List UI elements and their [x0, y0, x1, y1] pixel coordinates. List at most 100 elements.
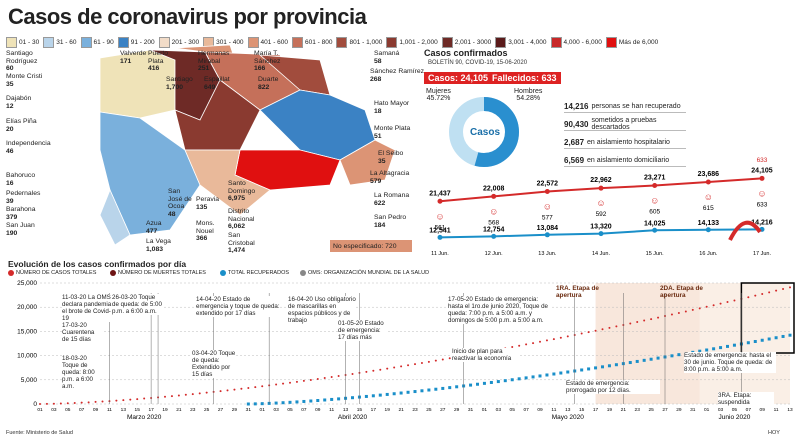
province-label: Elías Piña 20: [6, 118, 37, 133]
x-tick: 07: [301, 407, 307, 413]
x-tick: 19: [162, 407, 168, 413]
cases-point: [400, 365, 403, 368]
cases-line-point: [759, 175, 765, 181]
cases-point: [94, 400, 97, 403]
province-label: Sánchez Ramírez 268: [370, 68, 425, 83]
province-label: Mons. Nouel 366: [196, 220, 215, 242]
cases-line-point: [705, 179, 711, 185]
province-label: San José de Ocoa 48: [168, 188, 192, 218]
no-especificado-label: No especificado: 720: [333, 243, 397, 250]
x-tick: 15: [135, 407, 141, 413]
recovered-point: [656, 356, 660, 360]
recovered-line-point: [491, 233, 497, 239]
cases-line-point: [598, 185, 604, 191]
x-tick: 31: [468, 407, 474, 413]
cases-point: [525, 343, 528, 346]
cases-point: [240, 387, 243, 390]
recovered-label: 12,754: [483, 226, 505, 233]
x-tick: 23: [635, 407, 641, 413]
cases-point: [115, 399, 118, 402]
x-tick: 13: [121, 407, 127, 413]
x-tick: 05: [732, 407, 738, 413]
deaths-label: 592: [596, 211, 607, 218]
timeline-legend-swatch: [300, 270, 306, 276]
cases-point: [441, 358, 444, 361]
recovered-point: [781, 334, 785, 338]
cases-point: [670, 313, 673, 316]
cases-point: [73, 402, 76, 405]
legend-item: 31 - 60: [43, 36, 78, 48]
province-label: Hato Mayor 18: [374, 100, 410, 115]
timeline-note: 17-03-20 Cuarentena de 15 días: [62, 322, 102, 343]
cases-point: [219, 390, 222, 393]
recovered-point: [712, 347, 716, 351]
boletin: BOLETÍN 90, COVID-19, 15-06-2020: [428, 60, 528, 66]
province-label: Independencia 46: [6, 140, 51, 155]
x-tick: 11: [329, 407, 334, 413]
date-tick: 11 Jun.: [431, 251, 449, 257]
cases-point: [45, 402, 48, 405]
recovered-label: 14,216: [751, 219, 773, 226]
recovered-label: 13,084: [537, 225, 559, 232]
recovered-point: [628, 361, 632, 365]
recovered-point: [642, 358, 646, 362]
recovered-point: [587, 367, 591, 371]
recovered-line-point: [544, 232, 550, 238]
cases-point: [545, 339, 548, 342]
cases-point: [275, 383, 278, 386]
recovered-point: [635, 359, 639, 363]
cases-point: [205, 391, 208, 394]
legend-item: 1,001 - 2,000: [386, 36, 439, 48]
x-tick: 27: [662, 407, 668, 413]
stat-row: 6,569 en aislamiento domiciliario: [564, 154, 686, 167]
cases-point: [143, 397, 146, 400]
cases-point: [52, 402, 55, 405]
cases-point: [636, 321, 639, 324]
x-tick: 03: [273, 407, 279, 413]
x-tick: 29: [676, 407, 682, 413]
page-title: Casos de coronavirus por provincia: [8, 4, 367, 29]
cases-point: [684, 310, 687, 313]
recovered-point: [420, 389, 424, 393]
legend-item: 91 - 200: [117, 36, 157, 48]
cases-point: [580, 332, 583, 335]
x-tick: 01: [704, 407, 710, 413]
legend-item: 801 - 1,000: [336, 36, 384, 48]
cases-point: [539, 340, 541, 343]
recovered-point: [496, 380, 500, 384]
x-tick: 05: [510, 407, 516, 413]
cases-point: [712, 304, 715, 307]
cases-point: [289, 381, 291, 384]
recovered-point: [448, 386, 452, 390]
recovered-point: [413, 390, 417, 394]
x-tick: 13: [787, 407, 793, 413]
recovered-point: [337, 397, 341, 401]
timeline-note: 17-05-20 Estado de emergencia: hasta el …: [448, 296, 552, 324]
cases-label: 22,008: [483, 185, 505, 192]
province-label: Peravia 135: [196, 196, 220, 211]
cases-point: [789, 286, 791, 289]
recovered-point: [698, 349, 702, 353]
cases-point: [566, 335, 569, 338]
province-label: Azua 477: [146, 220, 162, 235]
cases-point: [747, 296, 750, 299]
recovered-point: [316, 398, 320, 402]
x-tick: 07: [79, 407, 85, 413]
cases-point: [101, 400, 104, 403]
recovered-point: [719, 346, 723, 350]
person-icon: ☺: [757, 188, 766, 198]
recovered-point: [323, 398, 327, 402]
legend-swatch: [336, 36, 348, 48]
cases-point: [532, 342, 535, 345]
deaths-label: 568: [488, 219, 499, 226]
recovered-line-point: [598, 231, 604, 237]
x-tick: 29: [232, 407, 238, 413]
province-label: San Pedro 184: [374, 214, 407, 229]
deaths-label: 605: [649, 209, 660, 216]
legend-swatch: [550, 36, 562, 48]
cases-point: [122, 399, 125, 402]
date-tick: 15 Jun.: [646, 251, 665, 257]
timeline-note: Estado de emergencia: prorrogado por 12 …: [566, 380, 660, 394]
timeline-title: Evolución de los casos confirmados por d…: [8, 259, 187, 269]
legend-item: 401 - 600: [247, 36, 290, 48]
